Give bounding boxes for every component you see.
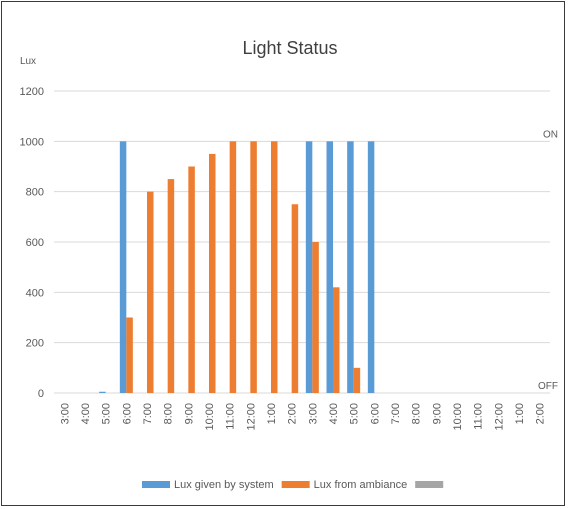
y-axis-label: Lux [20,56,36,67]
x-tick-label: 8:00 [163,403,175,424]
x-tick-label: 5:00 [349,403,361,424]
right-annotations: ON OFF [538,129,558,392]
x-tick-label: 3:00 [59,403,71,424]
x-tick-label: 2:00 [287,403,299,424]
x-tick-label: 11:00 [473,403,485,430]
legend: Lux given by system Lux from ambiance [142,479,444,491]
bars [99,141,375,393]
annotation-on: ON [543,129,558,140]
x-tick-label: 3:00 [307,403,319,424]
bar-lux-from-ambiance [333,287,340,393]
x-tick-label: 1:00 [266,403,278,424]
bar-lux-from-ambiance [312,242,319,393]
x-tick-label: 11:00 [225,403,237,430]
x-tick-label: 4:00 [80,403,92,424]
bar-lux-given-by-system [119,141,127,393]
legend-label: Lux from ambiance [314,479,408,491]
x-tick-label: 1:00 [514,403,526,424]
bar-lux-given-by-system [99,391,106,393]
x-tick-label: 9:00 [183,403,195,424]
bar-lux-from-ambiance [167,179,175,393]
y-tick-label: 200 [26,338,44,350]
y-tick-label: 1000 [20,136,44,148]
x-tick-label: 12:00 [245,403,257,431]
legend-label: Lux given by system [174,479,274,491]
bar-lux-given-by-system [326,141,333,393]
bar-lux-from-ambiance [126,317,133,393]
bar-lux-from-ambiance [229,141,237,393]
chart-title: Light Status [242,38,337,58]
bar-lux-from-ambiance [209,153,216,393]
bar-lux-given-by-system [347,141,354,393]
x-tick-label: 12:00 [493,403,505,431]
y-tick-label: 1200 [20,86,44,98]
y-tick-label: 0 [38,388,44,400]
y-axis-ticks: 0 200 400 600 800 1000 1200 [20,86,44,400]
x-axis-ticks: 3:00 4:00 5:00 6:00 7:00 8:00 9:00 10:00 11:00 12… [59,403,546,431]
x-tick-label: 5:00 [101,403,113,424]
x-tick-label: 10:00 [452,403,464,431]
bar-lux-from-ambiance [147,191,154,393]
x-tick-label: 6:00 [369,403,381,424]
x-tick-label: 7:00 [390,403,402,424]
legend-swatch [142,481,170,488]
legend-swatch [281,481,310,488]
bar-lux-from-ambiance [291,204,299,393]
x-tick-label: 9:00 [431,403,443,424]
bar-lux-given-by-system [367,141,375,393]
x-tick-label: 2:00 [535,403,547,424]
x-tick-label: 10:00 [204,403,216,431]
bar-lux-from-ambiance [353,367,361,393]
bar-lux-from-ambiance [250,141,257,393]
y-tick-label: 800 [26,187,44,199]
grid-lines [54,90,550,394]
x-tick-label: 4:00 [328,403,340,424]
bar-lux-given-by-system [305,141,313,393]
bar-lux-from-ambiance [271,141,278,393]
x-tick-label: 8:00 [411,403,423,424]
x-tick-label: 7:00 [142,403,154,424]
x-tick-label: 6:00 [121,403,133,424]
y-tick-label: 400 [26,287,44,299]
legend-swatch [415,481,444,488]
annotation-off: OFF [538,381,558,392]
y-tick-label: 600 [26,237,44,249]
bar-lux-from-ambiance [188,166,195,393]
